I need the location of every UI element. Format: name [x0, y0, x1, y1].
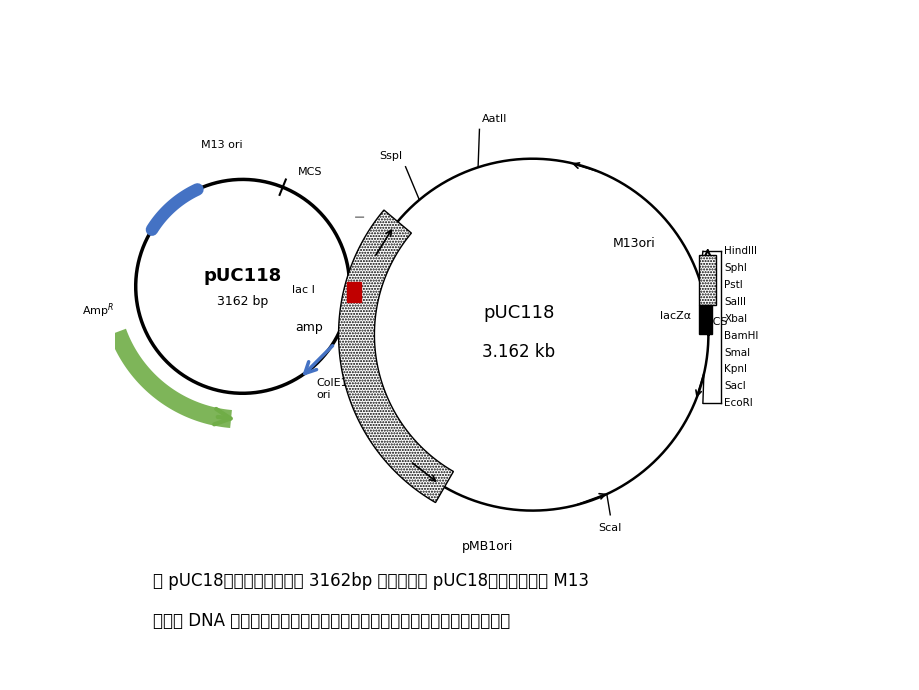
Text: SmaI: SmaI	[723, 348, 750, 357]
Text: SspI: SspI	[380, 151, 403, 161]
Text: lacZα: lacZα	[659, 311, 690, 321]
Bar	[698, 305, 711, 334]
Text: ScaI: ScaI	[598, 523, 621, 533]
Bar	[347, 282, 361, 302]
Text: lac I: lac I	[291, 285, 314, 295]
Text: SphI: SphI	[723, 263, 746, 273]
Text: Amp$^R$: Amp$^R$	[82, 302, 114, 319]
Text: M13 ori: M13 ori	[201, 140, 243, 150]
Text: pMB1ori: pMB1ori	[461, 540, 513, 553]
Text: SacI: SacI	[723, 382, 745, 391]
Text: ColE1
ori: ColE1 ori	[316, 377, 348, 400]
Text: EcoRI: EcoRI	[723, 398, 752, 408]
Text: BamHI: BamHI	[723, 331, 758, 341]
Text: MCS: MCS	[298, 167, 322, 177]
Text: MCS: MCS	[704, 317, 728, 327]
Text: 噬菌体 DNA 合成的起始与终止以及包装进入噬菌体颗粒所必需的顺式序列。: 噬菌体 DNA 合成的起始与终止以及包装进入噬菌体颗粒所必需的顺式序列。	[153, 612, 510, 630]
Text: –: –	[354, 208, 365, 227]
Bar	[698, 255, 715, 305]
Text: XbaI: XbaI	[723, 314, 746, 324]
Text: 由 pUC18改造而来，大小为 3162bp 。相当于在 pUC18中增加了带有 M13: 由 pUC18改造而来，大小为 3162bp 。相当于在 pUC18中增加了带有…	[153, 572, 588, 590]
Text: KpnI: KpnI	[723, 364, 746, 375]
Text: 3.162 kb: 3.162 kb	[482, 343, 554, 361]
Text: SalII: SalII	[723, 297, 745, 307]
Text: PstI: PstI	[723, 280, 743, 290]
Text: amp: amp	[295, 322, 323, 334]
Text: 3162 bp: 3162 bp	[217, 295, 268, 308]
Text: pUC118: pUC118	[203, 267, 281, 285]
Polygon shape	[338, 210, 453, 502]
Text: M13ori: M13ori	[612, 237, 655, 250]
Text: pUC118: pUC118	[482, 304, 554, 322]
Text: HindIII: HindIII	[723, 246, 756, 256]
Text: AatII: AatII	[481, 114, 506, 124]
